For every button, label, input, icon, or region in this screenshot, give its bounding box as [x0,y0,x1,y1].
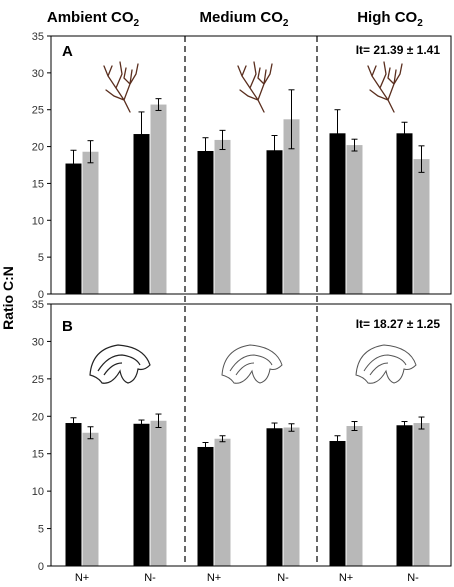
y-tick-label: 25 [32,105,44,117]
alga-fan-illustration [221,344,283,384]
alga-branch-illustration [237,61,273,113]
bar [396,133,413,294]
x-tick-label: N- [407,572,419,584]
x-tick-label: N- [144,572,156,584]
bar [329,133,346,294]
y-tick-label: 0 [38,289,44,301]
bar [266,150,283,294]
y-tick-label: 15 [32,178,44,190]
y-axis-label: Ratio C:N [0,266,16,330]
alga-branch-illustration [367,61,403,113]
y-tick-label: 0 [38,561,44,573]
panel-a-frame [50,35,452,295]
bar [65,163,82,294]
bar [214,139,231,294]
bar [82,432,99,566]
bar [346,426,363,566]
panel-a-annotation: It= 21.39 ± 1.41 [356,43,441,57]
panel-b-frame [50,303,452,567]
y-tick-label: 35 [32,31,44,43]
alga-branch-illustration [103,61,139,113]
panel-a-letter: A [62,43,73,60]
bar [266,428,283,566]
bar [413,423,430,566]
bar [283,119,300,294]
alga-fan-illustration [355,344,417,384]
x-tick-label: N+ [207,572,221,584]
y-tick-label: 10 [32,486,44,498]
x-tick-label: N+ [339,572,353,584]
x-tick-label: N- [277,572,289,584]
group-header-medium: Medium CO2 [200,9,289,29]
bar [65,423,82,566]
y-tick-label: 20 [32,411,44,423]
bar [150,104,167,294]
panel-b-letter: B [62,318,73,335]
y-tick-label: 15 [32,449,44,461]
bar [329,440,346,566]
y-tick-label: 5 [38,524,44,536]
bar [82,151,99,294]
y-tick-label: 5 [38,252,44,264]
group-header-ambient: Ambient CO2 [47,9,140,29]
y-tick-label: 30 [32,68,44,80]
y-tick-label: 20 [32,142,44,154]
bar [283,427,300,566]
group-header-high: High CO2 [357,9,423,29]
y-tick-label: 35 [32,299,44,311]
y-tick-label: 10 [32,215,44,227]
panel-b-annotation: It= 18.27 ± 1.25 [356,317,441,331]
bar [197,446,214,566]
bar [133,423,150,566]
bar [346,145,363,294]
y-tick-label: 30 [32,336,44,348]
bar [396,425,413,566]
bar [197,150,214,294]
x-tick-label: N+ [75,572,89,584]
bar [214,438,231,566]
bar [133,134,150,294]
y-tick-label: 25 [32,374,44,386]
alga-fan-illustration [89,344,151,384]
bar [150,420,167,566]
bar [413,159,430,294]
